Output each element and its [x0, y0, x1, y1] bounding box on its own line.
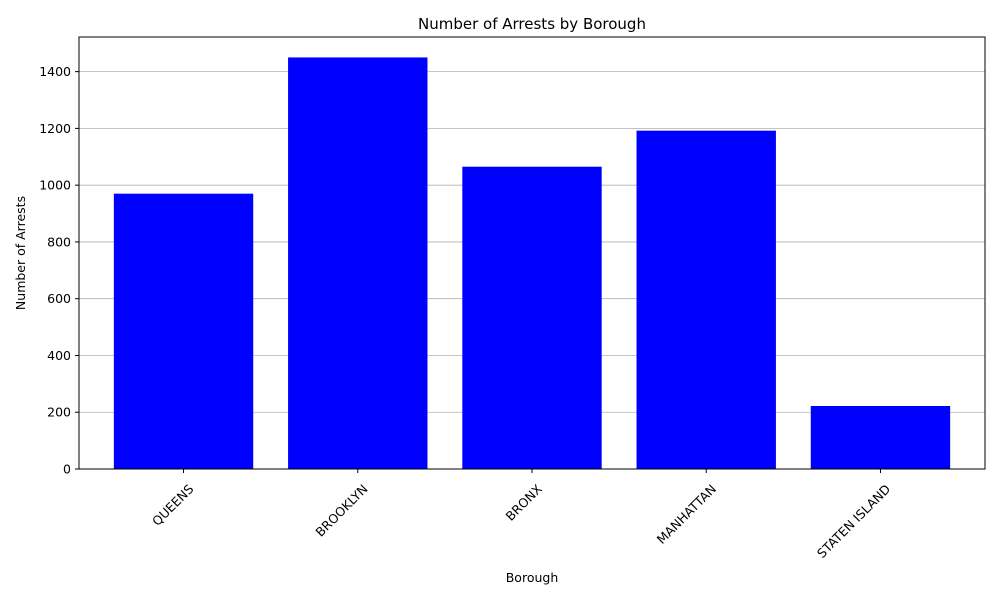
x-tick-label: BROOKLYN [312, 481, 370, 539]
bar-brooklyn [288, 57, 428, 469]
x-axis-label: Borough [506, 570, 559, 585]
y-tick-label: 1400 [39, 64, 71, 79]
y-tick-label: 0 [63, 462, 71, 477]
bar-bronx [462, 166, 602, 469]
bar-manhattan [636, 130, 776, 469]
y-tick-label: 600 [47, 291, 71, 306]
y-tick-label: 1200 [39, 121, 71, 136]
bar-staten-island [810, 405, 951, 469]
x-tick-label: BRONX [502, 481, 545, 524]
x-tick-label: STATEN ISLAND [814, 481, 894, 561]
y-tick-label: 200 [47, 405, 71, 420]
y-tick-label: 800 [47, 234, 71, 249]
x-tick-label: MANHATTAN [654, 481, 720, 547]
y-axis-ticks: 0 200 400 600 800 1000 1200 1400 [39, 64, 79, 477]
x-axis-ticks: QUEENS BROOKLYN BRONX MANHATTAN STATEN ISLAN… [149, 469, 893, 561]
y-axis-label: Number of Arrests [13, 196, 28, 310]
bars [113, 57, 951, 470]
y-tick-label: 400 [47, 348, 71, 363]
bar-queens [113, 193, 254, 470]
chart-title: Number of Arrests by Borough [418, 15, 646, 33]
y-tick-label: 1000 [39, 178, 71, 193]
x-tick-label: QUEENS [149, 481, 196, 528]
